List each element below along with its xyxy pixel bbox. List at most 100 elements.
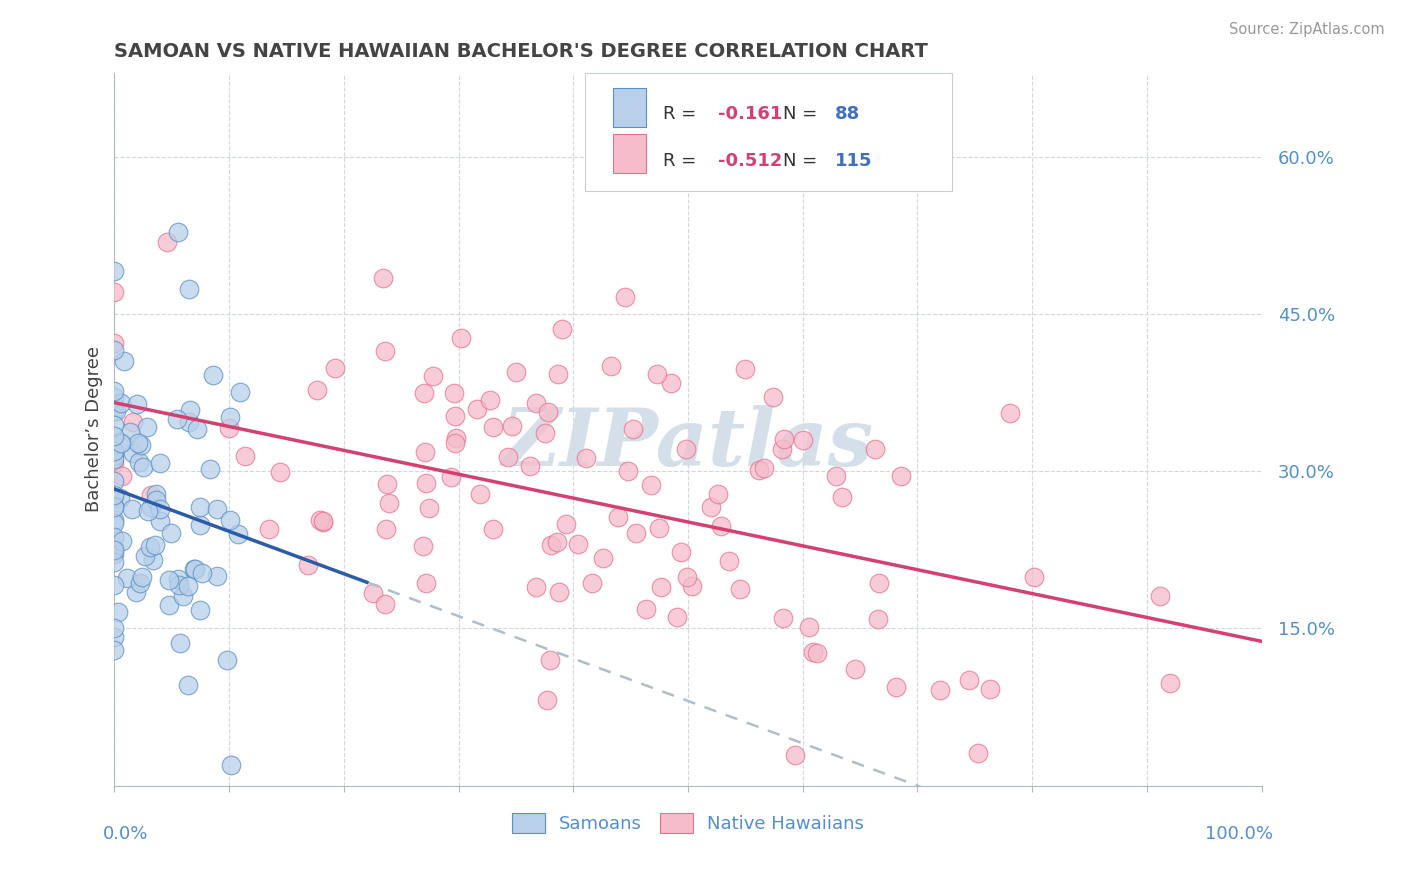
Point: [157, 573, 180, 587]
Point: [188, 500, 211, 515]
Point: [772, 433, 794, 447]
Text: ZIPatlas: ZIPatlas: [502, 405, 875, 483]
Point: [135, 419, 157, 434]
Point: [205, 569, 228, 583]
Point: [607, 510, 630, 524]
Point: [179, 415, 201, 429]
Point: [307, 383, 329, 397]
Point: [1000, 406, 1022, 420]
Point: [669, 544, 692, 558]
Point: [890, 469, 912, 483]
Point: [198, 462, 221, 476]
Point: [111, 469, 134, 483]
Point: [103, 443, 125, 458]
Point: [217, 653, 239, 667]
Point: [103, 474, 125, 488]
Point: [156, 235, 179, 249]
Point: [966, 746, 988, 760]
Point: [103, 404, 125, 418]
Point: [533, 426, 555, 441]
Point: [621, 422, 644, 436]
Point: [540, 538, 562, 552]
Point: [103, 500, 125, 514]
Point: [103, 555, 125, 569]
Point: [640, 478, 662, 492]
Y-axis label: Bachelor’s Degree: Bachelor’s Degree: [86, 346, 103, 513]
Point: [103, 336, 125, 351]
Point: [785, 747, 807, 762]
FancyBboxPatch shape: [613, 134, 645, 173]
Point: [103, 530, 125, 544]
Point: [478, 393, 501, 408]
Point: [131, 570, 153, 584]
Point: [166, 411, 188, 425]
Point: [592, 550, 614, 565]
Point: [103, 399, 125, 413]
Point: [142, 553, 165, 567]
Point: [103, 578, 125, 592]
Text: SAMOAN VS NATIVE HAWAIIAN BACHELOR'S DEGREE CORRELATION CHART: SAMOAN VS NATIVE HAWAIIAN BACHELOR'S DEG…: [114, 42, 928, 61]
Point: [547, 367, 569, 381]
Point: [884, 680, 907, 694]
Point: [226, 526, 249, 541]
Point: [103, 384, 125, 398]
Legend: Samoans, Native Hawaiians: Samoans, Native Hawaiians: [505, 805, 872, 840]
Point: [172, 590, 194, 604]
Point: [108, 436, 131, 450]
Point: [112, 354, 135, 368]
Point: [413, 445, 436, 459]
Point: [169, 636, 191, 650]
Point: [806, 647, 828, 661]
Point: [312, 515, 335, 529]
Point: [450, 331, 472, 345]
Point: [551, 322, 574, 336]
Point: [524, 580, 547, 594]
Point: [121, 502, 143, 516]
Point: [624, 525, 647, 540]
Point: [103, 428, 125, 442]
Point: [792, 434, 814, 448]
Point: [233, 449, 256, 463]
Point: [617, 464, 640, 478]
Point: [103, 285, 125, 299]
Point: [412, 539, 434, 553]
Point: [167, 225, 190, 239]
Point: [374, 597, 396, 611]
Point: [166, 573, 188, 587]
Point: [131, 437, 153, 451]
Point: [107, 606, 129, 620]
Point: [219, 757, 242, 772]
Point: [1024, 570, 1046, 584]
Text: R =: R =: [662, 152, 702, 169]
Point: [675, 442, 697, 457]
Point: [103, 456, 125, 470]
Point: [105, 403, 128, 417]
Point: [218, 421, 240, 435]
Point: [201, 368, 224, 383]
Point: [136, 503, 159, 517]
Text: 115: 115: [835, 152, 872, 169]
Point: [190, 517, 212, 532]
Point: [179, 282, 201, 296]
Point: [312, 514, 335, 528]
Point: [418, 500, 440, 515]
Point: [103, 548, 125, 562]
Point: [103, 447, 125, 461]
Point: [675, 570, 697, 584]
Point: [103, 516, 125, 531]
Point: [546, 534, 568, 549]
Point: [103, 543, 125, 558]
Text: R =: R =: [662, 105, 702, 123]
Point: [863, 442, 886, 456]
Point: [439, 470, 461, 484]
Point: [538, 653, 561, 667]
Point: [103, 488, 125, 502]
Point: [581, 576, 603, 591]
Point: [139, 488, 162, 502]
Point: [308, 513, 330, 527]
Point: [803, 644, 825, 658]
Point: [1149, 590, 1171, 604]
Point: [103, 451, 125, 466]
Point: [728, 582, 751, 596]
Point: [219, 409, 242, 424]
